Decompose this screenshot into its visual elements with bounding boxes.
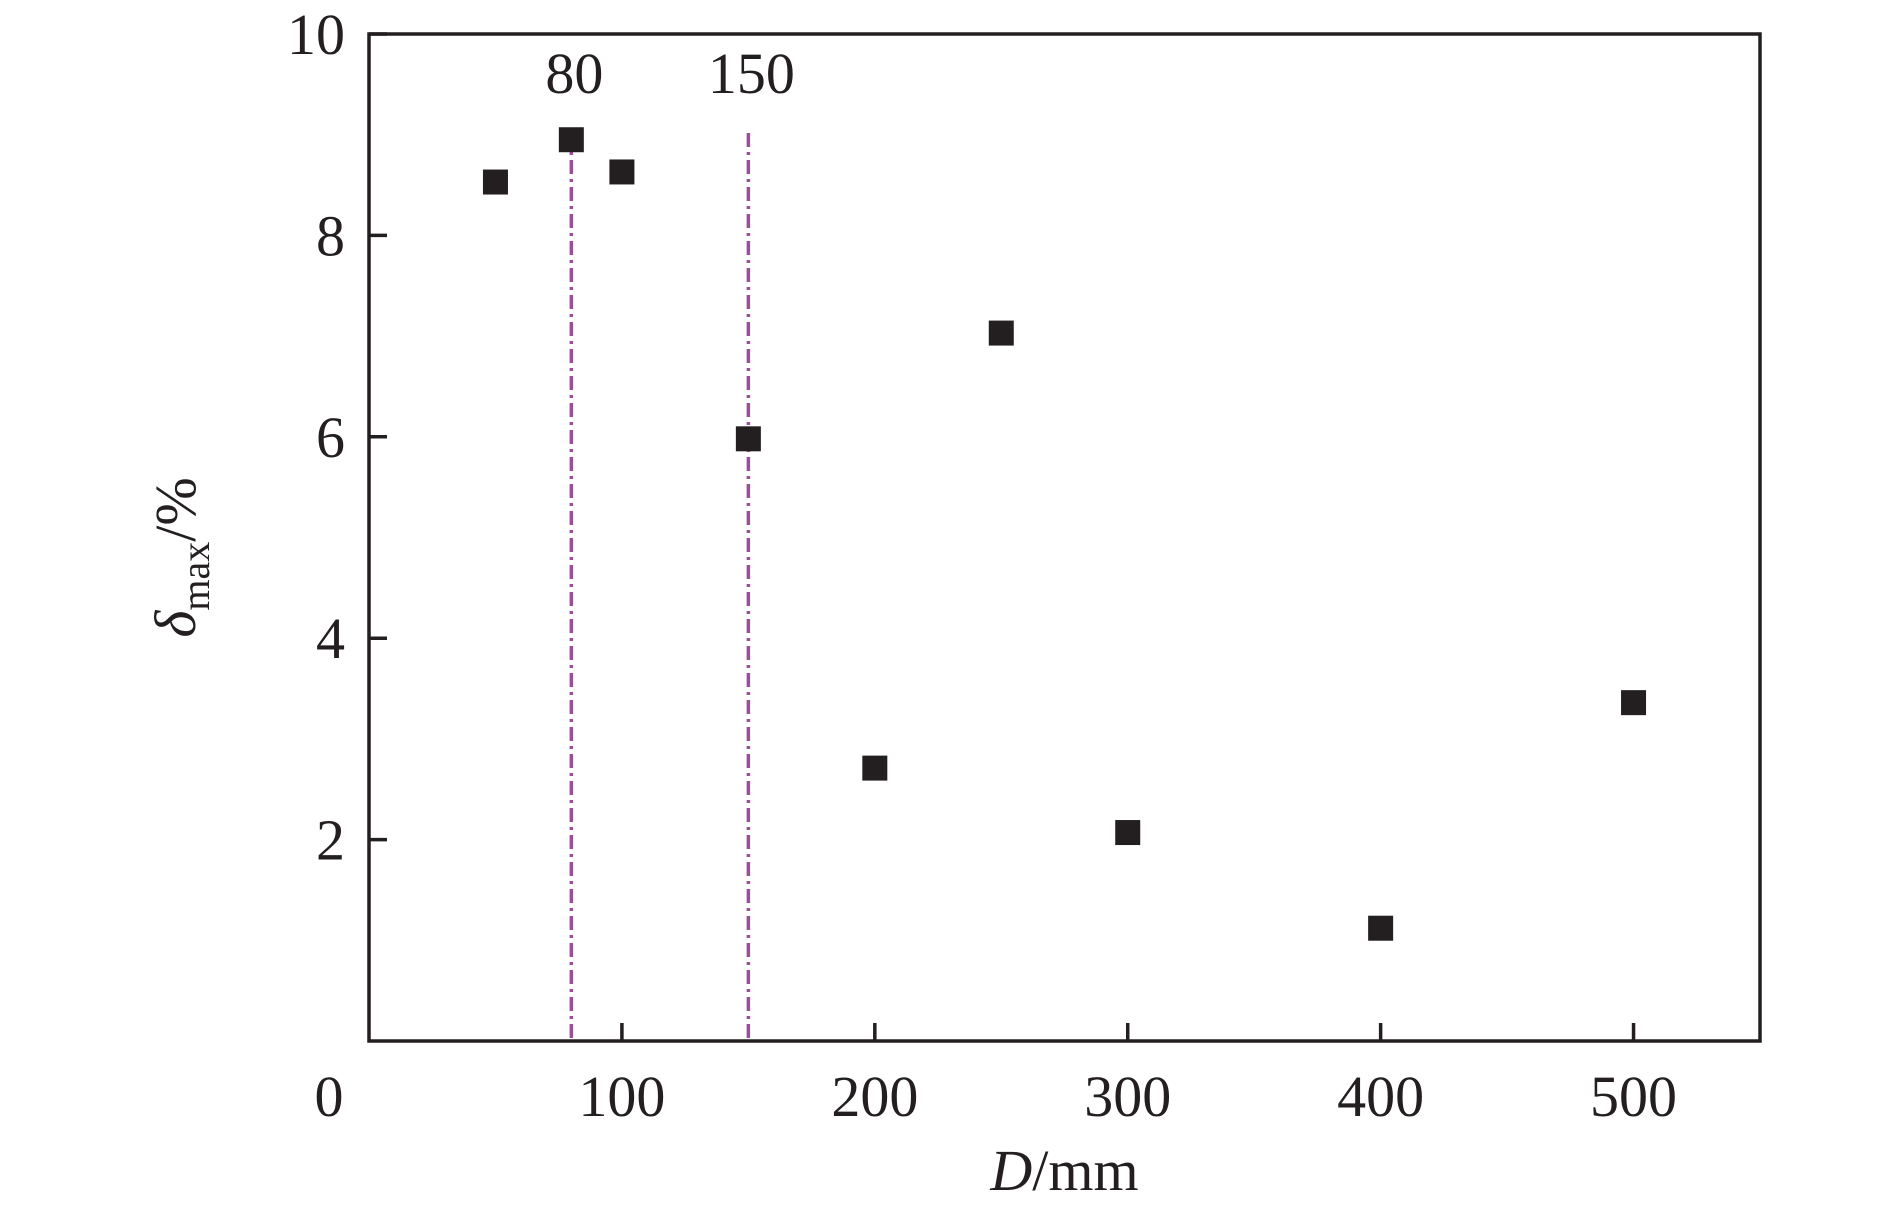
x-axis-variable: D bbox=[989, 1138, 1032, 1203]
x-axis-unit: /mm bbox=[1032, 1138, 1138, 1203]
x-axis-ticks: 100 200 300 400 500 bbox=[578, 1023, 1677, 1129]
data-point bbox=[862, 755, 888, 781]
x-tick-label: 100 bbox=[578, 1064, 665, 1129]
y-tick-label: 10 bbox=[287, 2, 345, 67]
reference-lines bbox=[569, 133, 751, 1041]
data-point bbox=[1621, 690, 1647, 716]
data-point bbox=[482, 169, 508, 195]
y-axis-title: δmax/% bbox=[143, 477, 218, 637]
y-axis-symbol: δ bbox=[143, 610, 208, 638]
data-point bbox=[735, 426, 761, 452]
x-tick-label: 400 bbox=[1337, 1064, 1424, 1129]
y-axis-ticks: 2 4 6 8 10 bbox=[287, 2, 387, 873]
reference-line-labels: 80 150 bbox=[545, 41, 795, 106]
y-tick-label: 6 bbox=[316, 405, 345, 470]
y-axis-unit: /% bbox=[143, 477, 208, 541]
y-tick-label: 2 bbox=[316, 808, 345, 873]
data-point bbox=[558, 127, 584, 153]
data-point bbox=[1115, 820, 1141, 846]
origin-tick-label: 0 bbox=[315, 1064, 344, 1129]
x-tick-label: 300 bbox=[1084, 1064, 1171, 1129]
reference-line-label: 80 bbox=[545, 41, 603, 106]
x-tick-label: 500 bbox=[1590, 1064, 1677, 1129]
y-tick-label: 4 bbox=[316, 606, 345, 671]
x-axis-title: D/mm bbox=[989, 1138, 1138, 1203]
data-point bbox=[988, 320, 1014, 346]
data-point bbox=[609, 159, 635, 185]
reference-line-label: 150 bbox=[708, 41, 795, 106]
data-point bbox=[1368, 915, 1394, 941]
data-points bbox=[482, 127, 1647, 941]
y-axis-subscript: max bbox=[173, 542, 218, 611]
y-tick-label: 8 bbox=[316, 203, 345, 268]
x-tick-label: 200 bbox=[831, 1064, 918, 1129]
plot-frame bbox=[367, 32, 1762, 1043]
